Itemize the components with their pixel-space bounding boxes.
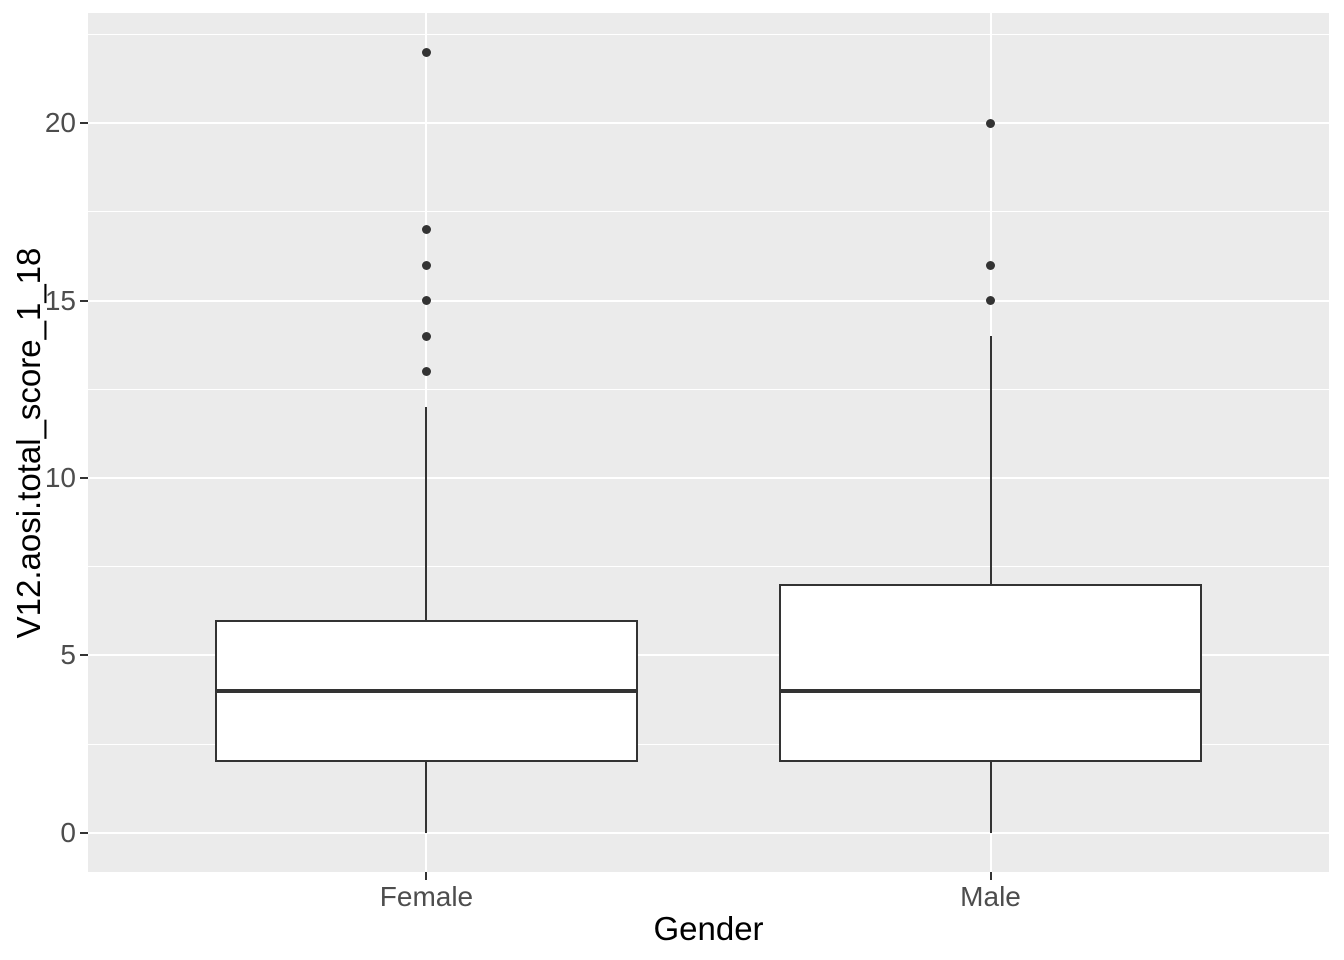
y-tick-label: 0: [60, 816, 76, 848]
median-line-male: [779, 688, 1203, 693]
y-tick-mark: [80, 654, 88, 657]
x-axis-title: Gender: [653, 910, 764, 947]
x-tick-label-female: Female: [379, 881, 474, 912]
y-minor-gridline: [88, 743, 1329, 745]
outlier-point-female: [421, 260, 431, 270]
y-tick-label: 15: [44, 284, 76, 316]
y-axis-title: V12.aosi.total_score_1_18: [10, 247, 47, 638]
y-major-gridline: [88, 831, 1329, 834]
y-minor-gridline: [88, 388, 1329, 390]
y-tick-label: 20: [44, 107, 76, 139]
y-minor-gridline: [88, 211, 1329, 213]
median-line-female: [214, 688, 638, 693]
outlier-point-female: [421, 47, 431, 57]
y-major-gridline: [88, 299, 1329, 302]
y-major-gridline: [88, 476, 1329, 479]
y-minor-gridline: [88, 566, 1329, 568]
y-tick-mark: [80, 122, 88, 125]
outlier-point-female: [421, 225, 431, 235]
outlier-point-male: [986, 296, 996, 306]
outlier-point-female: [421, 296, 431, 306]
lower-whisker-male: [989, 761, 992, 833]
x-tick-label-male: Male: [960, 881, 1021, 912]
outlier-point-female: [421, 331, 431, 341]
outlier-point-male: [986, 118, 996, 128]
y-major-gridline: [88, 122, 1329, 125]
y-tick-mark: [80, 476, 88, 479]
lower-whisker-female: [425, 761, 428, 833]
y-major-gridline: [88, 654, 1329, 657]
x-tick-mark: [989, 872, 992, 880]
box-male: [779, 584, 1203, 762]
y-tick-mark: [80, 299, 88, 302]
y-minor-gridline: [88, 33, 1329, 35]
x-tick-mark: [425, 872, 428, 880]
upper-whisker-male: [989, 336, 992, 585]
y-tick-mark: [80, 831, 88, 834]
y-tick-label: 10: [44, 461, 76, 493]
outlier-point-female: [421, 367, 431, 376]
y-tick-label: 5: [60, 639, 76, 671]
outlier-point-male: [986, 260, 996, 270]
upper-whisker-female: [425, 407, 428, 620]
